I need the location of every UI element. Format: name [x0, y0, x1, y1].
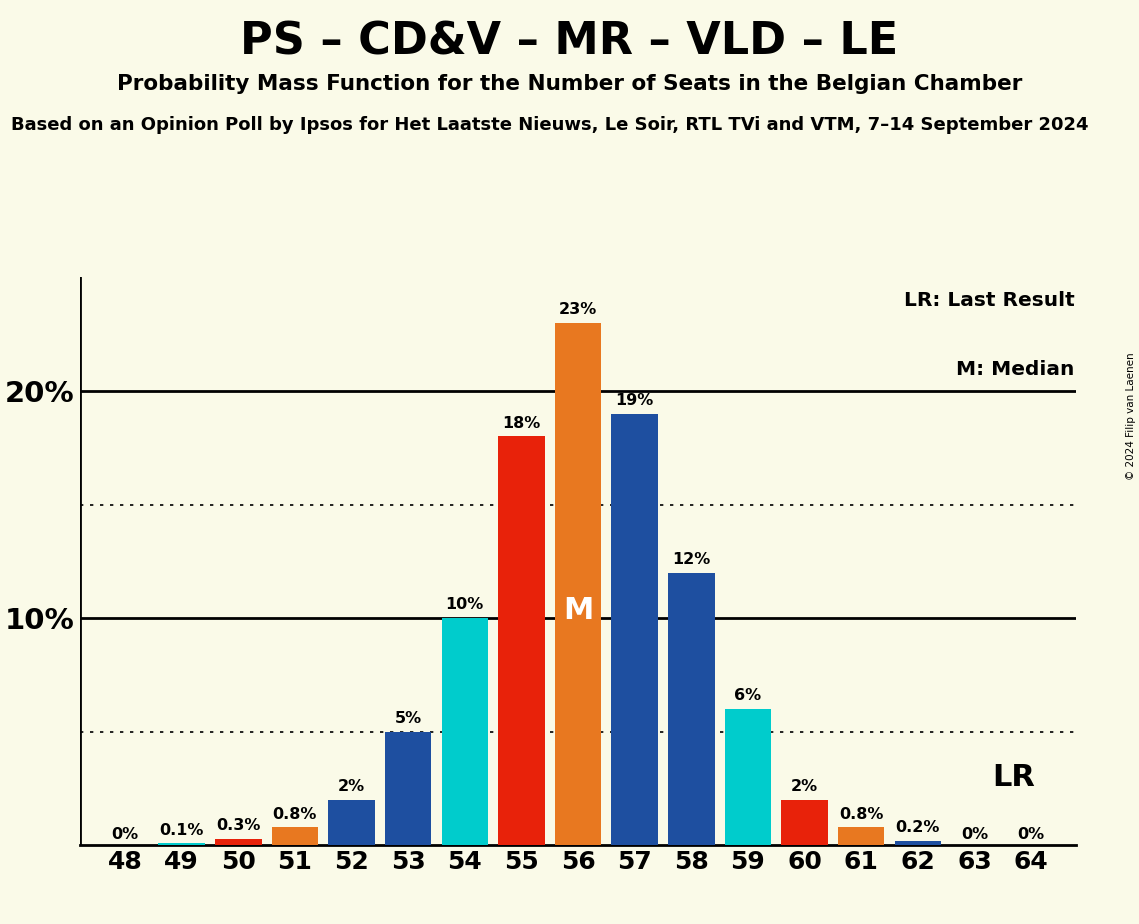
Bar	[894, 841, 941, 845]
Text: 12%: 12%	[672, 552, 711, 567]
Text: 5%: 5%	[394, 711, 421, 726]
Text: 0%: 0%	[112, 827, 139, 842]
Bar	[498, 436, 544, 845]
Text: 0%: 0%	[1017, 827, 1044, 842]
Bar	[612, 414, 658, 845]
Text: 0%: 0%	[961, 827, 988, 842]
Text: 19%: 19%	[615, 393, 654, 407]
Text: 23%: 23%	[559, 302, 597, 317]
Text: 2%: 2%	[790, 779, 818, 795]
Text: © 2024 Filip van Laenen: © 2024 Filip van Laenen	[1126, 352, 1136, 480]
Bar	[781, 800, 828, 845]
Bar	[724, 709, 771, 845]
Text: 6%: 6%	[735, 688, 762, 703]
Text: LR: Last Result: LR: Last Result	[903, 291, 1074, 310]
Text: 0.3%: 0.3%	[216, 818, 261, 833]
Bar	[272, 827, 318, 845]
Text: 18%: 18%	[502, 416, 541, 431]
Bar	[838, 827, 884, 845]
Text: Probability Mass Function for the Number of Seats in the Belgian Chamber: Probability Mass Function for the Number…	[117, 74, 1022, 94]
Bar	[669, 573, 714, 845]
Bar	[385, 732, 432, 845]
Bar	[158, 844, 205, 845]
Bar	[328, 800, 375, 845]
Text: 2%: 2%	[338, 779, 366, 795]
Text: Based on an Opinion Poll by Ipsos for Het Laatste Nieuws, Le Soir, RTL TVi and V: Based on an Opinion Poll by Ipsos for He…	[11, 116, 1089, 134]
Text: M: M	[563, 596, 593, 625]
Text: 0.2%: 0.2%	[895, 821, 940, 835]
Text: 10%: 10%	[445, 598, 484, 613]
Bar	[555, 322, 601, 845]
Text: 0.1%: 0.1%	[159, 822, 204, 837]
Text: LR: LR	[992, 763, 1035, 792]
Text: 0.8%: 0.8%	[272, 807, 317, 821]
Bar	[215, 839, 262, 845]
Text: PS – CD&V – MR – VLD – LE: PS – CD&V – MR – VLD – LE	[240, 20, 899, 64]
Bar	[442, 618, 487, 845]
Text: 0.8%: 0.8%	[839, 807, 884, 821]
Text: M: Median: M: Median	[956, 359, 1074, 379]
